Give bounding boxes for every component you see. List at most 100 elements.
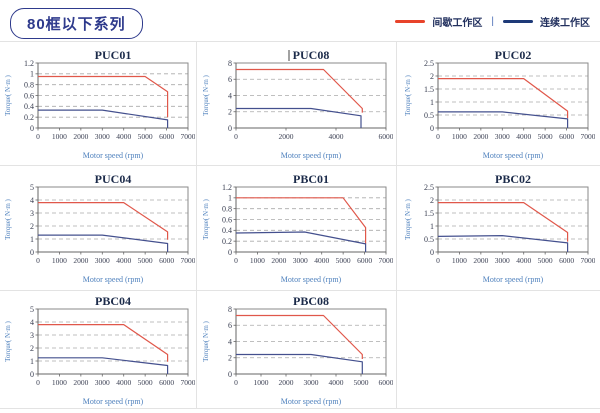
chart-cell-pbc02: PBC02 0 0.5 1 1.5 2 2.5 0 1000 2000 3000 4000 5000 60… [397, 166, 600, 291]
continuous-zone-line [438, 110, 569, 128]
x-tick-label: 7000 [180, 256, 195, 265]
y-tick-label: 1.2 [24, 58, 34, 67]
y-tick-label: 0 [430, 123, 434, 132]
intermittent-zone-line [236, 68, 363, 113]
y-tick-label: 0 [30, 123, 34, 132]
continuous-zone-label: 连续工作区 [540, 18, 590, 29]
chart-canvas-puc04: PUC04 0 1 2 3 4 5 0 1000 2000 3000 4000 5000 6000 7000… [4, 172, 195, 284]
x-tick-label: 1000 [452, 256, 467, 265]
intermittent-zone-line [37, 202, 168, 240]
chart-title: PUC01 [94, 48, 131, 62]
x-tick-label: 6000 [159, 378, 174, 387]
y-tick-label: 3 [30, 330, 34, 339]
x-tick-label: 3000 [495, 256, 510, 265]
page-header: 80框以下系列 间歇工作区 | 连续工作区 [0, 0, 600, 41]
y-axis-label: Torque( N·m ) [4, 198, 12, 239]
x-tick-label: 3000 [495, 132, 510, 141]
continuous-zone-line [437, 234, 569, 252]
y-tick-label: 0 [228, 248, 232, 257]
y-tick-label: 4 [228, 91, 232, 100]
x-tick-label: 2000 [279, 132, 294, 141]
chart-title: PUC02 [495, 48, 532, 62]
x-tick-label: 4000 [116, 378, 131, 387]
y-tick-label: 6 [228, 75, 232, 84]
x-tick-label: 0 [436, 132, 440, 141]
x-tick-label: 5000 [137, 378, 152, 387]
y-axis-label: Torque( N·m ) [404, 74, 412, 115]
y-tick-label: 3 [30, 209, 34, 218]
x-tick-label: 6000 [357, 256, 372, 265]
x-tick-label: 7000 [581, 256, 596, 265]
y-tick-label: 2.5 [424, 183, 434, 192]
intermittent-zone-label: 间歇工作区 [432, 18, 483, 29]
x-tick-label: 3000 [94, 132, 109, 141]
y-axis-label: Torque( N·m ) [202, 74, 210, 115]
legend-separator: | [491, 16, 494, 27]
x-axis-label: Motor speed (rpm) [82, 397, 143, 406]
y-tick-label: 1.2 [222, 183, 232, 192]
x-tick-label: 3000 [293, 256, 308, 265]
x-tick-label: 1000 [254, 378, 269, 387]
x-tick-label: 5000 [538, 132, 553, 141]
intermittent-zone-line [236, 314, 363, 359]
y-tick-label: 1 [30, 356, 34, 365]
x-tick-label: 0 [436, 256, 440, 265]
y-tick-label: 5 [30, 183, 34, 192]
y-tick-label: 0 [30, 369, 34, 378]
y-tick-label: 1 [30, 235, 34, 244]
plot-border [37, 308, 188, 374]
y-tick-label: 1.5 [424, 209, 434, 218]
x-axis-label: Motor speed (rpm) [483, 151, 544, 160]
intermittent-zone-line [438, 77, 569, 118]
y-tick-label: 0.6 [24, 91, 34, 100]
y-axis-label: Torque( N·m ) [4, 320, 12, 361]
y-tick-label: 4 [30, 196, 34, 205]
x-tick-label: 5000 [538, 256, 553, 265]
chart-canvas-pbc02: PBC02 0 0.5 1 1.5 2 2.5 0 1000 2000 3000 4000 5000 60… [404, 172, 596, 284]
x-tick-label: 0 [36, 132, 40, 141]
y-tick-label: 8 [228, 58, 232, 67]
y-tick-label: 1 [430, 222, 434, 231]
x-tick-label: 1000 [250, 256, 265, 265]
x-tick-label: 4000 [116, 132, 131, 141]
x-axis-label: Motor speed (rpm) [281, 397, 342, 406]
series-title-badge: 80框以下系列 [10, 8, 143, 39]
x-tick-label: 0 [234, 378, 238, 387]
legend: 间歇工作区 | 连续工作区 [395, 14, 590, 29]
chart-canvas-pbc01: PBC01 0 0.2 0.4 0.6 0.81 1.2 0 1000 2000 3000 4000 5… [202, 172, 394, 284]
x-tick-label: 7000 [379, 256, 394, 265]
x-tick-label: 5000 [354, 378, 369, 387]
x-axis-label: Motor speed (rpm) [82, 151, 143, 160]
x-tick-label: 2000 [473, 256, 488, 265]
intermittent-zone-line [37, 75, 168, 117]
continuous-zone-line [37, 234, 168, 252]
x-axis-label: Motor speed (rpm) [281, 275, 342, 284]
continuous-zone-line [37, 108, 168, 128]
x-tick-label: 5000 [336, 256, 351, 265]
y-tick-label: 2 [228, 107, 232, 116]
y-axis-label: Torque( N·m ) [202, 198, 210, 239]
chart-canvas-puc01: PUC01 0 0.20.4 0.6 0.8 1 1.2 0 1000 2000 3000 4000 5… [4, 48, 195, 160]
x-tick-label: 0 [234, 256, 238, 265]
chart-title: PBC04 [95, 294, 131, 308]
x-tick-label: 3000 [304, 378, 319, 387]
x-tick-label: 2000 [271, 256, 286, 265]
y-tick-label: 1 [228, 194, 232, 203]
chart-canvas-puc02: PUC02 0 0.5 1 1.5 2 2.5 0 1000 2000 3000 4000 5000 60… [404, 48, 595, 160]
chart-grid: PUC01 0 0.2 0.4 0.6 0.8 1 1.2 0 1000 2000 3000 4000 5… [0, 41, 600, 409]
intermittent-zone-swatch [395, 20, 426, 23]
x-tick-label: 5000 [137, 256, 152, 265]
y-tick-label: 4 [30, 317, 34, 326]
x-tick-label: 2000 [73, 378, 88, 387]
y-tick-label: 0.8 [222, 204, 232, 213]
continuous-zone-swatch [503, 20, 533, 23]
x-tick-label: 4000 [329, 132, 344, 141]
chart-cell-puc02: PUC02 0 0.5 1 1.5 2 2.5 0 1000 2000 3000 4000 5000 60… [397, 42, 600, 166]
x-tick-label: 6000 [379, 132, 394, 141]
intermittent-zone-line [438, 202, 569, 242]
x-tick-label: 0 [36, 256, 40, 265]
chart-canvas-pbc08: PBC08 0 2 4 6 8 0 1000 2000 3000 4000 5000 6000 Motor… [202, 294, 393, 406]
chart-title: PBC08 [293, 294, 329, 308]
x-tick-label: 0 [234, 132, 238, 141]
x-tick-label: 7000 [180, 378, 195, 387]
